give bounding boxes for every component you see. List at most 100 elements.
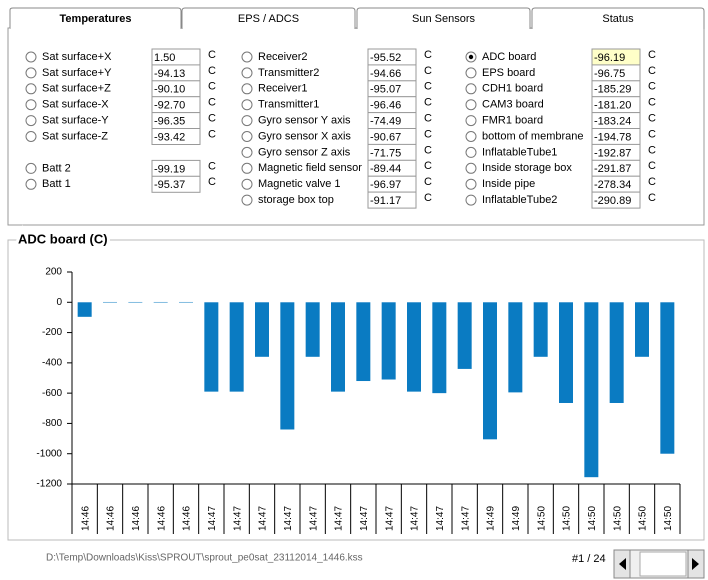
radio-button[interactable] <box>465 178 477 190</box>
tab[interactable] <box>9 7 182 28</box>
bar <box>559 302 573 403</box>
value-box <box>591 191 641 209</box>
tab[interactable] <box>356 7 531 29</box>
tab-panel <box>7 27 705 226</box>
sensor-value: -194.78 <box>594 131 631 143</box>
radio-button[interactable] <box>25 178 37 190</box>
radio-button[interactable] <box>241 194 253 206</box>
unit-label: C <box>648 113 656 125</box>
sensor-label: Magnetic field sensor <box>258 162 362 174</box>
x-tick-label: 14:47 <box>334 506 345 531</box>
bar <box>533 302 548 357</box>
arrow-right <box>692 558 699 570</box>
x-tick-label: 14:49 <box>511 506 522 531</box>
bar <box>432 302 447 394</box>
sensor-value: -91.17 <box>370 195 401 207</box>
sensor-value: -93.42 <box>154 131 185 143</box>
radio-button[interactable] <box>25 131 37 142</box>
bar <box>584 302 599 478</box>
x-tick-label: 14:47 <box>359 506 370 531</box>
sensor-label: Inside storage box <box>482 162 572 174</box>
sensor-label: InflatableTube2 <box>482 194 557 206</box>
sensor-label: bottom of membrane <box>482 130 584 142</box>
x-tick-label: 14:47 <box>207 506 218 531</box>
sensor-label: ADC board <box>482 51 536 63</box>
sensor-label: Sat surface+Z <box>42 83 111 95</box>
sensor-label: EPS board <box>482 67 535 79</box>
y-tick-label: -800 <box>42 418 62 429</box>
sensor-label: Gyro sensor Z axis <box>258 146 351 158</box>
radio-button[interactable] <box>465 162 477 174</box>
x-tick-label: 14:47 <box>435 506 446 531</box>
sensor-value: -99.19 <box>154 163 185 175</box>
y-tick-label: 0 <box>56 297 62 308</box>
bar <box>356 302 371 382</box>
unit-label: C <box>648 192 656 204</box>
sensor-label: CDH1 board <box>482 83 543 95</box>
radio-button[interactable] <box>25 162 37 174</box>
sensor-label: Batt 2 <box>42 162 71 174</box>
unit-label: C <box>208 97 216 109</box>
tab[interactable] <box>531 7 705 29</box>
radio-button[interactable] <box>465 115 477 127</box>
tab[interactable] <box>181 7 356 29</box>
y-tick-label: -200 <box>42 327 62 338</box>
radio-button[interactable] <box>241 115 253 127</box>
page-indicator: #1 / 24 <box>572 553 606 565</box>
radio-button[interactable] <box>241 131 253 142</box>
unit-label: C <box>424 49 432 61</box>
y-tick-label: 200 <box>45 267 62 278</box>
tab-label: Status <box>602 13 634 25</box>
radio-button[interactable] <box>465 194 477 206</box>
radio-button[interactable] <box>465 67 477 79</box>
radio-button[interactable] <box>25 67 37 79</box>
sensor-label: Batt 1 <box>42 178 71 190</box>
sensor-value: -185.29 <box>594 84 631 96</box>
sensor-value: -96.97 <box>370 179 401 191</box>
radio-button[interactable] <box>241 67 253 79</box>
sensor-value: -96.75 <box>594 68 625 80</box>
chart-group <box>7 239 705 541</box>
radio-button[interactable] <box>25 115 37 127</box>
sensor-value: -90.10 <box>154 84 185 96</box>
tab-label: Temperatures <box>60 13 132 25</box>
tab-label: Sun Sensors <box>412 13 475 25</box>
radio-button[interactable] <box>241 162 253 174</box>
radio-button[interactable] <box>465 146 477 158</box>
x-tick-label: 14:47 <box>384 506 395 531</box>
radio-button[interactable] <box>241 99 253 111</box>
value-box <box>367 191 417 209</box>
unit-label: C <box>424 113 432 125</box>
radio-button[interactable] <box>241 83 253 95</box>
y-tick-label: -1200 <box>36 479 62 490</box>
unit-label: C <box>648 81 656 93</box>
unit-label: C <box>208 160 216 172</box>
x-tick-label: 14:46 <box>80 506 91 531</box>
sensor-value: -95.07 <box>370 84 401 96</box>
unit-label: C <box>208 81 216 93</box>
radio-button[interactable] <box>465 131 477 142</box>
radio-button[interactable] <box>241 146 253 158</box>
unit-label: C <box>424 128 432 140</box>
unit-label: C <box>648 49 656 61</box>
sensor-label: Sat surface-Z <box>42 130 108 142</box>
scrollbar[interactable] <box>613 549 705 579</box>
bar <box>331 302 345 392</box>
x-tick-label: 14:46 <box>131 506 142 531</box>
radio-button[interactable] <box>25 51 37 63</box>
radio-button[interactable] <box>25 83 37 95</box>
bar <box>483 302 497 440</box>
radio-button[interactable] <box>465 99 477 111</box>
sensor-value: -95.52 <box>370 52 401 64</box>
radio-button[interactable] <box>25 99 37 111</box>
sensor-value: -290.89 <box>594 195 631 207</box>
radio-button[interactable] <box>465 83 477 95</box>
unit-label: C <box>208 113 216 125</box>
scroll-thumb[interactable] <box>639 551 687 577</box>
unit-label: C <box>424 144 432 156</box>
radio-button[interactable] <box>241 51 253 63</box>
bar <box>77 302 92 317</box>
radio-button[interactable] <box>241 178 253 190</box>
sensor-value: -89.44 <box>370 163 401 175</box>
